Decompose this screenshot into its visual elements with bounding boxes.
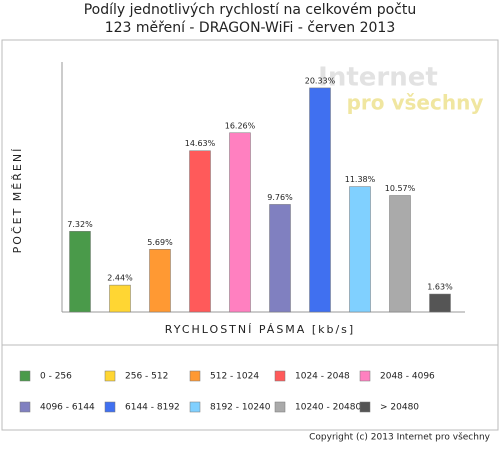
legend-label: 8192 - 10240 (210, 403, 271, 413)
legend-swatch (19, 401, 31, 413)
y-axis-label: POČET MĚŘENÍ (11, 147, 24, 254)
legend-label: 256 - 512 (125, 372, 168, 382)
bar (189, 150, 211, 313)
legend-swatch (19, 370, 31, 382)
value-label: 1.63% (427, 283, 453, 292)
legend-label: > 20480 (380, 403, 419, 413)
x-axis-label: RYCHLOSTNÍ PÁSMA [kb/s] (165, 323, 355, 336)
chart-title: Podíly jednotlivých rychlostí na celkové… (84, 2, 417, 18)
value-label: 2.44% (107, 274, 133, 283)
legend-label: 10240 - 20480 (295, 403, 362, 413)
legend-swatch (189, 401, 201, 413)
value-label: 20.33% (305, 76, 336, 85)
legend-swatch (274, 370, 286, 382)
legend-swatch (274, 401, 286, 413)
value-label: 9.76% (267, 193, 293, 202)
bar (349, 186, 371, 313)
legend-label: 512 - 1024 (210, 372, 259, 382)
legend-label: 2048 - 4096 (380, 372, 435, 382)
legend-label: 4096 - 6144 (40, 403, 95, 413)
legend-swatch (359, 401, 371, 413)
value-label: 14.63% (185, 139, 216, 148)
value-label: 10.57% (385, 184, 416, 193)
bar (269, 204, 291, 313)
bar (69, 231, 91, 313)
value-label: 7.32% (67, 220, 93, 229)
value-label: 16.26% (225, 121, 256, 130)
value-label: 11.38% (345, 175, 376, 184)
legend-swatch (104, 370, 116, 382)
legend-swatch (189, 370, 201, 382)
legend-label: 6144 - 8192 (125, 403, 180, 413)
bar (389, 195, 411, 313)
legend-swatch (104, 401, 116, 413)
bar (109, 284, 131, 313)
bar (309, 87, 331, 313)
legend-label: 1024 - 2048 (295, 372, 350, 382)
bar (429, 293, 451, 313)
legend-frame (1, 344, 499, 431)
bar (229, 132, 251, 313)
copyright: Copyright (c) 2013 Internet pro všechny (309, 432, 491, 443)
watermark: Internet (318, 63, 438, 93)
bar (149, 249, 171, 313)
value-label: 5.69% (147, 238, 173, 247)
legend-label: 0 - 256 (40, 372, 72, 382)
watermark: pro všechny (347, 91, 484, 115)
chart-subtitle: 123 měření - DRAGON-WiFi - červen 2013 (105, 20, 396, 36)
legend-swatch (359, 370, 371, 382)
